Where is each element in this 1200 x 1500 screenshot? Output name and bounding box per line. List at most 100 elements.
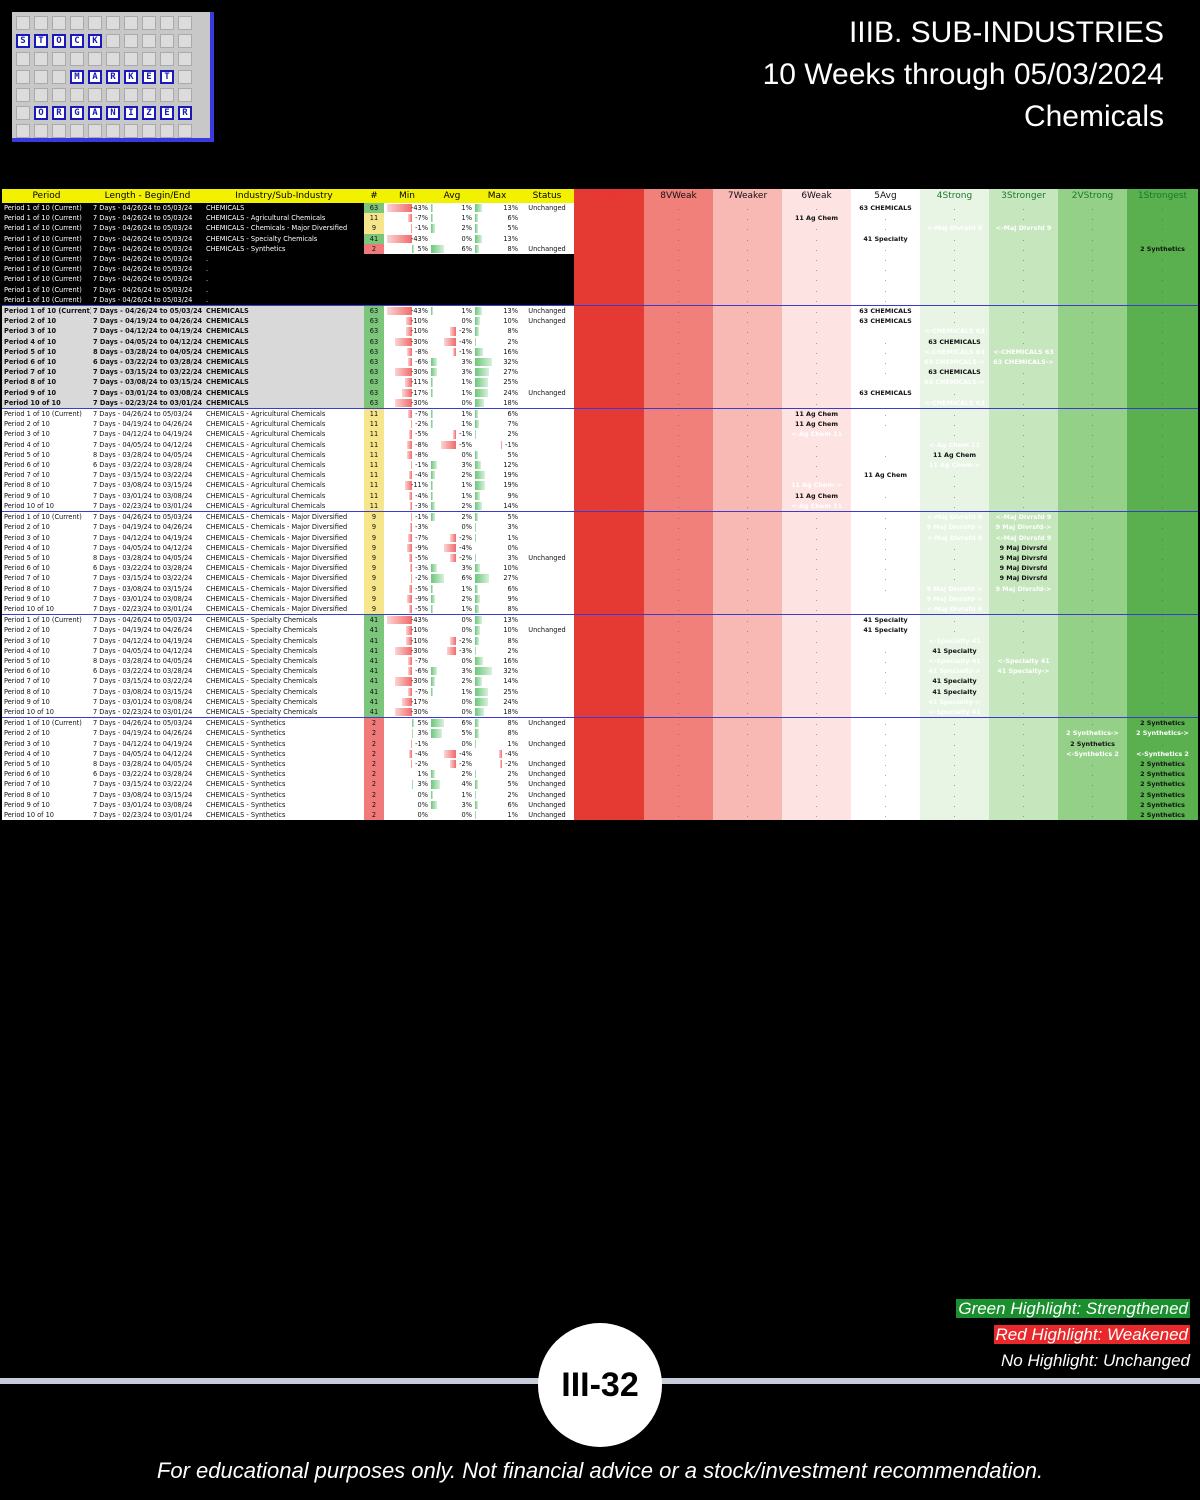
heat-cell-4strong: 11 Ag Chem — [920, 449, 989, 461]
avg-cell: 1% — [430, 305, 474, 317]
data-bar — [474, 729, 480, 738]
min-cell: -2% — [384, 758, 430, 770]
avg-cell: 1% — [430, 387, 474, 398]
heat-cell-6weak: . — [782, 758, 851, 770]
industry-cell: CHEMICALS — [204, 203, 364, 214]
data-bar — [430, 770, 436, 779]
heat-cell-3stronger: . — [989, 789, 1058, 800]
period-cell: Period 5 of 10 — [2, 449, 91, 461]
value-text: 25% — [503, 378, 518, 387]
value-text: 0% — [461, 739, 472, 748]
count-cell: 11 — [364, 500, 384, 512]
min-cell: -30% — [384, 367, 430, 378]
value-text: -9% — [415, 543, 428, 552]
heat-cell-5avg: . — [851, 655, 920, 667]
heat-cell-7weaker: . — [713, 655, 782, 667]
heat-cell-2vstrong: . — [1058, 573, 1127, 584]
table-row: Period 6 of 10 6 Days - 03/22/24 to 03/28… — [2, 460, 1198, 471]
period-cell: Period 3 of 10 — [2, 326, 91, 337]
value-text: 0% — [461, 523, 472, 532]
status-cell: Weakened — [520, 233, 574, 244]
period-cell: Period 3 of 10 — [2, 532, 91, 543]
heat-cell-7weaker: . — [713, 696, 782, 707]
table-row: Period 8 of 10 7 Days - 03/08/24 to 03/15… — [2, 480, 1198, 491]
data-bar — [405, 481, 412, 490]
period-cell: Period 10 of 10 — [2, 706, 91, 718]
heat-cell-2vstrong: <-Synthetics 2 — [1058, 748, 1127, 759]
industry-cell: CHEMICALS - Agricultural Chemicals — [204, 500, 364, 512]
heat-cell-2vstrong: . — [1058, 686, 1127, 697]
heat-cell-8vweak: . — [644, 748, 713, 759]
heat-cell-2vstrong: . — [1058, 377, 1127, 388]
value-text: -4% — [505, 749, 518, 758]
heat-cell-5avg: . — [851, 419, 920, 430]
column-header-3stronger: 3Stronger — [989, 189, 1058, 203]
heat-cell-2vstrong: . — [1058, 655, 1127, 667]
data-bar — [394, 337, 412, 346]
length-cell: 8 Days - 03/28/24 to 04/05/24 — [91, 655, 204, 667]
heat-cell-7weaker: . — [713, 449, 782, 461]
heat-cell-6weak: . — [782, 809, 851, 821]
heat-cell-3stronger: . — [989, 203, 1058, 214]
value-text: 5% — [507, 780, 518, 789]
count-cell: 2 — [364, 799, 384, 810]
table-row: Period 10 of 10 7 Days - 02/23/24 to 03/0… — [2, 809, 1198, 821]
length-cell: 6 Days - 03/22/24 to 03/28/24 — [91, 666, 204, 677]
industry-cell: CHEMICALS - Agricultural Chemicals — [204, 429, 364, 440]
heat-cell-9weakest: . — [574, 264, 644, 275]
heat-cell-9weakest: . — [574, 686, 644, 697]
count-cell: 9 — [364, 563, 384, 574]
data-bar — [474, 564, 481, 573]
logo-letter-tile — [124, 88, 138, 102]
heat-cell-4strong: . — [920, 284, 989, 295]
heat-cell-9weakest: . — [574, 305, 644, 317]
period-cell: Period 8 of 10 — [2, 377, 91, 388]
heat-cell-5avg: . — [851, 563, 920, 574]
length-cell: 7 Days - 04/05/24 to 04/12/24 — [91, 542, 204, 553]
heat-cell-7weaker: . — [713, 243, 782, 255]
heat-cell-3stronger: . — [989, 367, 1058, 378]
length-cell: 6 Days - 03/22/24 to 03/28/24 — [91, 357, 204, 368]
heat-cell-5avg: <-Ag Chem 11 — [851, 439, 920, 450]
table-row: Period 2 of 10 7 Days - 04/19/24 to 04/26… — [2, 522, 1198, 533]
heat-cell-8vweak: . — [644, 655, 713, 667]
data-bar — [402, 388, 412, 397]
min-cell: -8% — [384, 449, 430, 461]
period-cell: Period 4 of 10 — [2, 336, 91, 347]
heat-cell-8vweak: . — [644, 387, 713, 398]
heat-cell-7weaker: . — [713, 676, 782, 687]
period-cell: Period 7 of 10 — [2, 676, 91, 687]
min-cell: -8% — [384, 346, 430, 358]
column-header-4strong: 4Strong — [920, 189, 989, 203]
heat-cell-4strong: <-CHEMICALS 63 — [920, 326, 989, 337]
heat-cell-8vweak: . — [644, 470, 713, 481]
value-text: 0% — [417, 800, 428, 809]
table-row: Period 9 of 10 7 Days - 03/01/24 to 03/08… — [2, 799, 1198, 810]
value-text: -2% — [459, 533, 472, 542]
heat-cell-3stronger: . — [989, 809, 1058, 821]
heat-cell-3stronger: . — [989, 264, 1058, 275]
industry-cell: CHEMICALS - Synthetics — [204, 728, 364, 739]
data-bar — [474, 707, 485, 717]
heat-cell-6weak: . — [782, 460, 851, 471]
heat-cell-4strong: . — [920, 490, 989, 501]
heat-cell-2vstrong: 2 Synthetics-> — [1058, 728, 1127, 739]
data-bar — [394, 368, 412, 377]
heat-cell-2vstrong: . — [1058, 789, 1127, 800]
value-text: 5% — [507, 450, 518, 459]
heat-cell-1strongest: . — [1127, 408, 1198, 420]
heat-cell-5avg: 41 Specialty — [851, 233, 920, 244]
data-bar — [387, 204, 412, 213]
data-bar — [410, 420, 412, 429]
count-cell: 2 — [364, 243, 384, 255]
heat-cell-7weaker: . — [713, 809, 782, 821]
heat-cell-2vstrong: . — [1058, 357, 1127, 368]
value-text: 0% — [507, 543, 518, 552]
heat-cell-3stronger: <-Specialty 41 — [989, 655, 1058, 667]
legend-weakened: Red Highlight: Weakened — [993, 1325, 1190, 1344]
length-cell: 7 Days - 02/23/24 to 03/01/24 — [91, 500, 204, 512]
heat-cell-7weaker: . — [713, 316, 782, 327]
heat-cell-3stronger: . — [989, 490, 1058, 501]
heat-cell-1strongest: . — [1127, 357, 1198, 368]
value-text: -5% — [459, 440, 472, 449]
